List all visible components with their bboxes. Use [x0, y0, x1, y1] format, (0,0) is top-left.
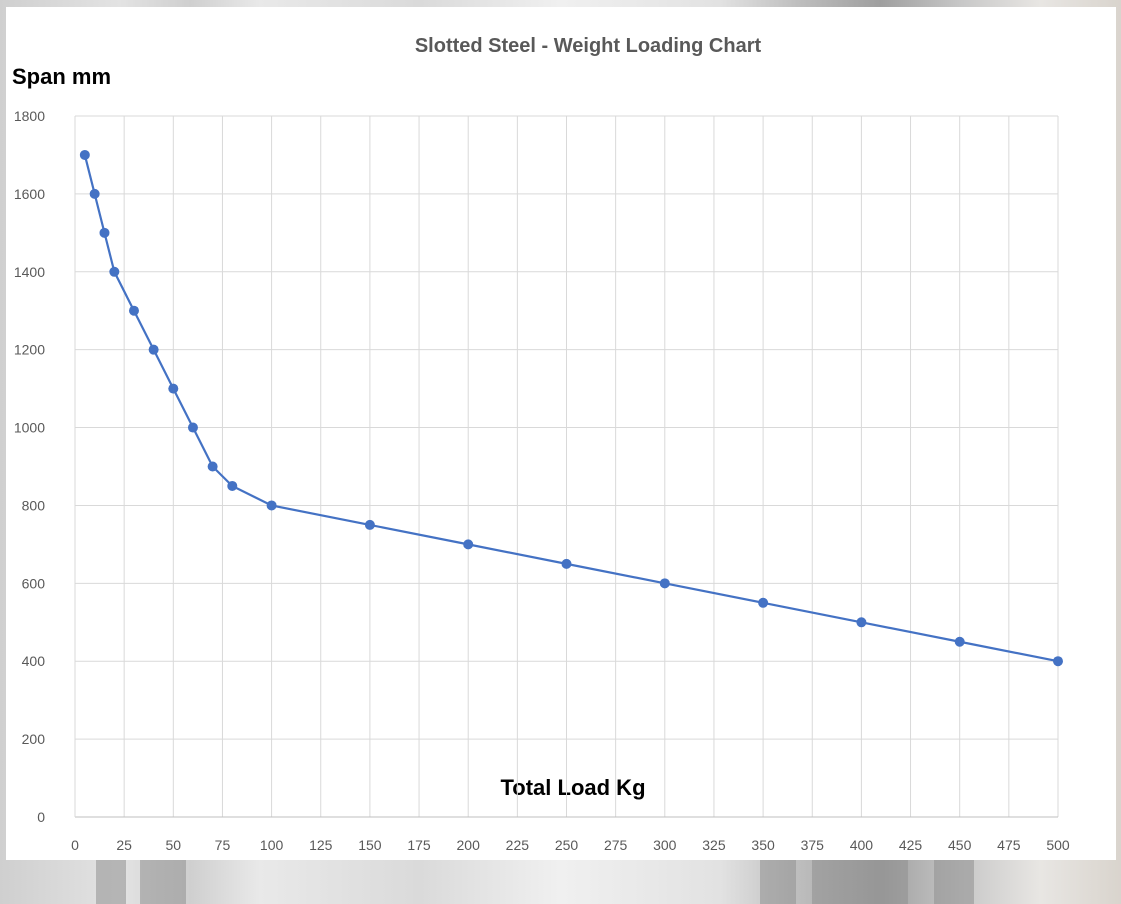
x-tick-label: 175: [407, 837, 431, 853]
data-point: [79, 149, 90, 160]
data-point: [758, 597, 769, 608]
series-layer: [79, 149, 1063, 667]
x-tick-label: 300: [653, 837, 677, 853]
x-tick-label: 425: [899, 837, 923, 853]
data-point: [128, 305, 139, 316]
tick-labels: 0 25 50 75 100 125 150 175 200 225 250 275 300 325 350…: [14, 108, 1070, 853]
data-point: [954, 636, 965, 647]
data-point: [187, 422, 198, 433]
y-tick-label: 600: [22, 575, 46, 591]
y-tick-label: 1200: [14, 342, 45, 358]
data-point: [89, 188, 100, 199]
data-point: [109, 266, 120, 277]
x-tick-label: 225: [506, 837, 530, 853]
x-tick-label: 200: [457, 837, 481, 853]
x-tick-label: 375: [801, 837, 825, 853]
x-tick-label: 400: [850, 837, 874, 853]
grid-lines: [74, 115, 1059, 818]
data-point: [207, 461, 218, 472]
y-tick-label: 400: [22, 653, 46, 669]
x-tick-label: 450: [948, 837, 972, 853]
x-tick-label: 325: [702, 837, 726, 853]
x-tick-label: 150: [358, 837, 382, 853]
y-tick-label: 1000: [14, 420, 45, 436]
data-point: [561, 558, 572, 569]
y-tick-label: 1600: [14, 186, 45, 202]
data-point: [148, 344, 159, 355]
data-point: [856, 617, 867, 628]
x-tick-label: 100: [260, 837, 284, 853]
x-axis-label: Total Load Kg: [500, 775, 645, 800]
chart-title: Slotted Steel - Weight Loading Chart: [415, 35, 762, 57]
data-point: [266, 500, 277, 511]
chart-card: Slotted Steel - Weight Loading Chart Spa…: [6, 7, 1116, 860]
x-tick-label: 0: [71, 837, 79, 853]
data-point: [99, 227, 110, 238]
x-tick-label: 475: [997, 837, 1021, 853]
y-tick-label: 1800: [14, 108, 45, 124]
x-tick-label: 25: [116, 837, 132, 853]
data-point: [463, 539, 474, 550]
data-point: [1053, 656, 1063, 667]
series-line: [83, 154, 1059, 663]
x-tick-label: 125: [309, 837, 333, 853]
data-point: [659, 578, 670, 589]
data-point: [227, 480, 238, 491]
data-point: [168, 383, 179, 394]
line-chart: Slotted Steel - Weight Loading Chart Spa…: [12, 35, 1070, 853]
x-tick-label: 50: [166, 837, 182, 853]
x-tick-label: 350: [751, 837, 775, 853]
x-tick-label: 500: [1046, 837, 1070, 853]
y-tick-label: 1400: [14, 264, 45, 280]
y-tick-label: 0: [37, 809, 45, 825]
x-tick-label: 75: [215, 837, 231, 853]
y-axis-label: Span mm: [12, 64, 111, 89]
y-tick-label: 200: [22, 731, 46, 747]
data-point: [364, 519, 375, 530]
x-tick-label: 275: [604, 837, 628, 853]
x-tick-label: 250: [555, 837, 579, 853]
y-tick-label: 800: [22, 497, 46, 513]
